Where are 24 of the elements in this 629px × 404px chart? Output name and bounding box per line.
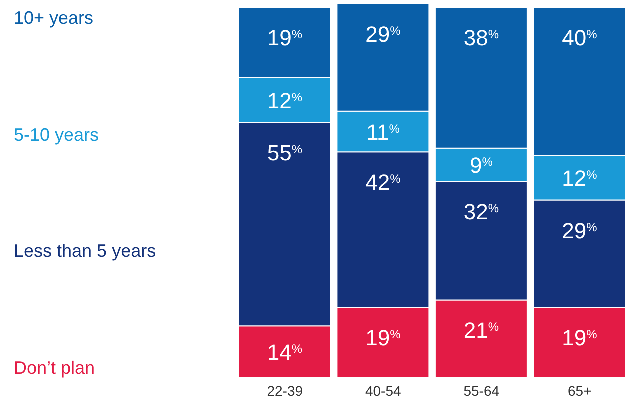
data-label: 19$^{%}$ xyxy=(562,326,598,351)
x-tick-label: 22-39 xyxy=(267,382,304,399)
data-label: 42$^{%}$ xyxy=(366,170,402,196)
text: 5-10 years xyxy=(14,124,100,146)
data-label: 11$^{%}$ xyxy=(366,120,400,145)
data-label: 32$^{%}$ xyxy=(464,200,500,225)
data-label: 21$^{%}$ xyxy=(464,318,500,344)
data-label: 14$^{%}$ xyxy=(267,340,303,366)
data-label: 19$^{%}$ xyxy=(267,26,303,51)
text: Don’t plan xyxy=(14,358,96,379)
data-label: 19$^{%}$ xyxy=(366,326,402,351)
data-label: 38$^{%}$ xyxy=(464,26,500,51)
x-tick-label: 55-64 xyxy=(464,382,500,399)
x-tick-label: 65+ xyxy=(568,382,592,399)
data-label: 40$^{%}$ xyxy=(562,26,598,51)
data-label: 29$^{%}$ xyxy=(562,218,598,244)
data-label: 12$^{%}$ xyxy=(267,88,303,114)
data-label: 9$^{%}$ xyxy=(470,153,494,178)
data-label: 29$^{%}$ xyxy=(366,22,402,47)
x-tick-label: 40-54 xyxy=(365,382,402,399)
data-label: 55$^{%}$ xyxy=(267,140,303,166)
text: Less than 5 years xyxy=(14,241,156,262)
data-label: 12$^{%}$ xyxy=(562,166,598,192)
text: 10+ years xyxy=(14,8,94,29)
